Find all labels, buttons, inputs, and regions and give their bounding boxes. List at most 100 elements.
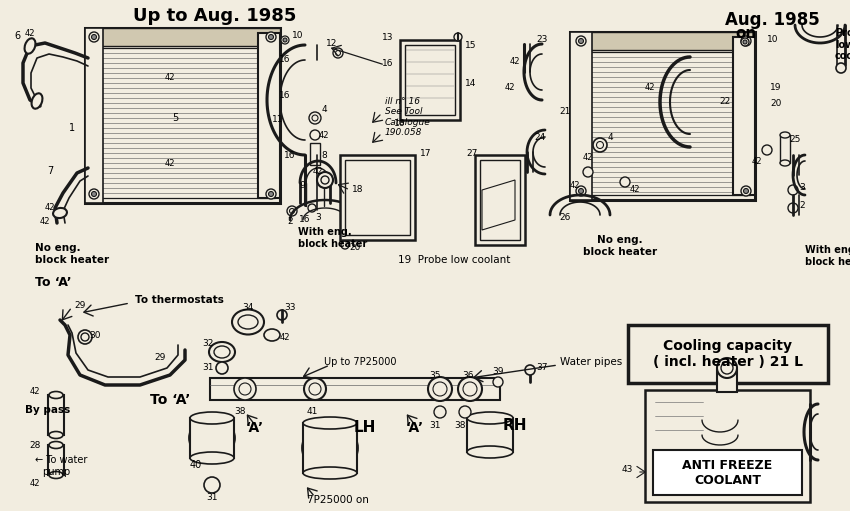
Circle shape xyxy=(281,36,289,44)
Text: 42: 42 xyxy=(751,157,762,167)
Text: 29: 29 xyxy=(74,300,85,310)
Text: With eng.
block heater: With eng. block heater xyxy=(805,245,850,267)
Ellipse shape xyxy=(304,378,326,400)
Text: 7: 7 xyxy=(47,166,53,176)
Text: 20: 20 xyxy=(349,243,360,251)
Circle shape xyxy=(204,477,220,493)
Text: 2: 2 xyxy=(799,201,805,211)
Text: 19: 19 xyxy=(770,82,781,91)
Text: Cooling capacity
( incl. heater ) 21 L: Cooling capacity ( incl. heater ) 21 L xyxy=(653,339,803,369)
Text: 9: 9 xyxy=(299,180,305,190)
Text: 42: 42 xyxy=(30,478,40,487)
Text: 4: 4 xyxy=(321,105,326,114)
Circle shape xyxy=(583,167,593,177)
Ellipse shape xyxy=(25,38,36,54)
Text: 42: 42 xyxy=(630,185,640,195)
Bar xyxy=(85,28,280,46)
Text: LH: LH xyxy=(354,421,377,435)
Circle shape xyxy=(741,186,751,196)
Ellipse shape xyxy=(190,412,234,424)
Text: 3: 3 xyxy=(799,183,805,193)
Text: 41: 41 xyxy=(306,407,318,416)
Circle shape xyxy=(317,172,333,188)
Text: 31: 31 xyxy=(207,494,218,502)
Ellipse shape xyxy=(428,377,452,401)
Text: 16: 16 xyxy=(280,56,291,64)
Circle shape xyxy=(266,32,276,42)
Circle shape xyxy=(579,38,583,43)
Text: 24: 24 xyxy=(535,132,546,142)
Circle shape xyxy=(269,35,274,39)
Text: 36: 36 xyxy=(462,370,473,380)
Circle shape xyxy=(434,406,446,418)
Circle shape xyxy=(341,241,349,249)
Circle shape xyxy=(788,203,798,213)
Text: 28: 28 xyxy=(29,440,41,450)
Circle shape xyxy=(741,36,751,46)
Text: 38: 38 xyxy=(454,421,466,430)
Bar xyxy=(467,418,513,452)
Text: 18: 18 xyxy=(352,185,364,195)
Text: 3: 3 xyxy=(315,214,320,222)
Text: 42: 42 xyxy=(570,180,581,190)
Text: No eng.
block heater: No eng. block heater xyxy=(35,243,109,265)
Circle shape xyxy=(593,138,607,152)
Text: 16: 16 xyxy=(299,216,311,224)
Circle shape xyxy=(89,189,99,199)
Circle shape xyxy=(310,130,320,140)
Ellipse shape xyxy=(780,160,790,166)
Ellipse shape xyxy=(232,310,264,335)
Text: 42: 42 xyxy=(319,130,329,140)
Text: 37: 37 xyxy=(536,363,547,373)
Text: 19  Probe low coolant: 19 Probe low coolant xyxy=(398,255,510,265)
Text: 31: 31 xyxy=(429,421,441,430)
Ellipse shape xyxy=(209,342,235,362)
Text: 10: 10 xyxy=(292,32,303,40)
Circle shape xyxy=(788,185,798,195)
Ellipse shape xyxy=(264,329,280,341)
Text: 42: 42 xyxy=(30,387,40,397)
Text: 7P25000 on: 7P25000 on xyxy=(307,495,369,505)
Bar xyxy=(85,28,280,203)
Ellipse shape xyxy=(190,452,234,464)
Text: 20: 20 xyxy=(770,100,781,108)
Text: 4: 4 xyxy=(607,133,613,143)
Polygon shape xyxy=(482,180,515,230)
Text: Probe
low
coolant: Probe low coolant xyxy=(835,28,850,61)
Ellipse shape xyxy=(303,467,357,479)
Bar xyxy=(405,45,455,115)
Text: ANTI FREEZE
COOLANT: ANTI FREEZE COOLANT xyxy=(683,459,773,487)
Ellipse shape xyxy=(458,377,482,401)
Circle shape xyxy=(576,186,586,196)
Circle shape xyxy=(92,192,97,197)
Text: 17: 17 xyxy=(420,149,432,157)
Circle shape xyxy=(579,189,583,194)
Ellipse shape xyxy=(234,378,256,400)
Text: 16: 16 xyxy=(394,119,405,128)
Text: 11: 11 xyxy=(272,115,284,125)
Bar xyxy=(303,423,357,473)
Circle shape xyxy=(459,406,471,418)
Circle shape xyxy=(836,63,846,73)
Text: 21: 21 xyxy=(559,107,570,117)
Bar xyxy=(48,445,64,475)
Circle shape xyxy=(308,204,316,212)
Bar xyxy=(645,390,810,502)
Text: 42: 42 xyxy=(40,217,50,225)
Circle shape xyxy=(333,48,343,58)
Text: 2: 2 xyxy=(287,217,292,225)
Text: 23: 23 xyxy=(536,35,547,44)
Bar xyxy=(190,418,234,458)
Text: 25: 25 xyxy=(790,135,801,145)
Text: 32: 32 xyxy=(202,339,213,349)
Text: 16: 16 xyxy=(284,151,296,159)
Bar xyxy=(400,40,460,120)
Bar xyxy=(345,160,410,235)
Circle shape xyxy=(717,358,737,378)
Bar xyxy=(90,48,275,198)
Text: 42: 42 xyxy=(280,334,290,342)
Bar xyxy=(210,378,500,400)
Text: 42: 42 xyxy=(510,58,520,66)
Bar xyxy=(258,33,280,198)
Text: 42: 42 xyxy=(165,158,175,168)
